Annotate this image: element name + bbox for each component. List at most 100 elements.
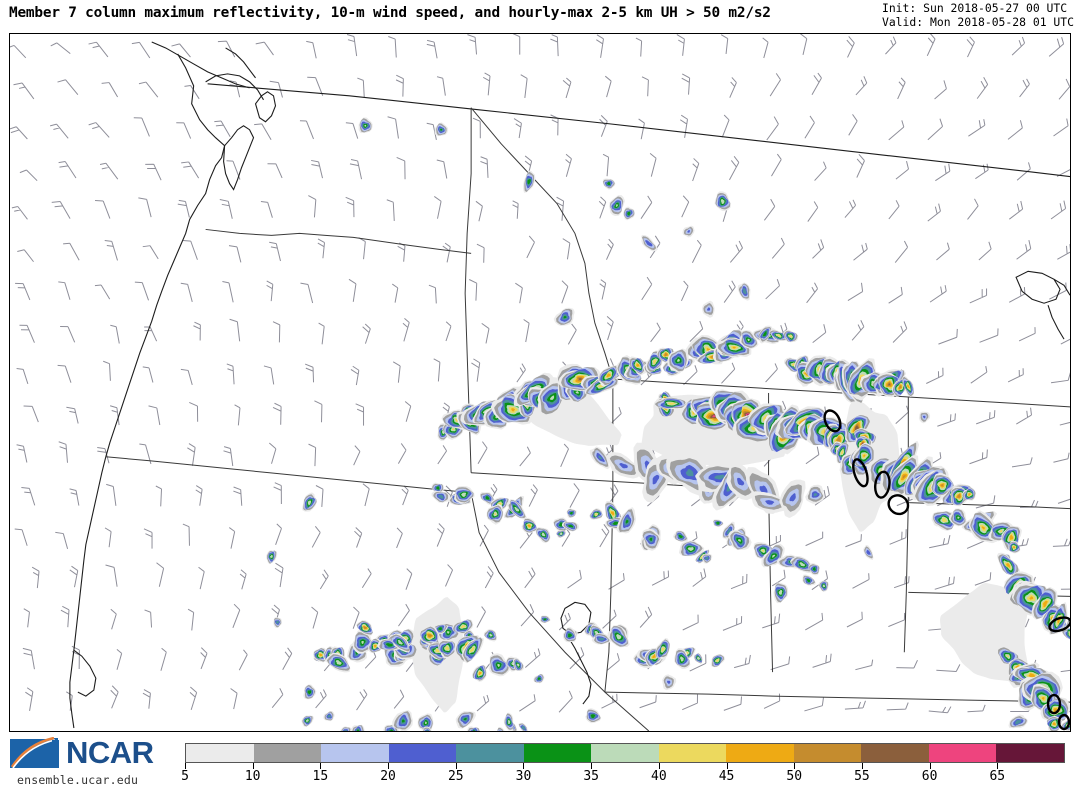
reflectivity-contour [527, 178, 531, 185]
ncar-logo-mark [10, 737, 59, 769]
colorbar-segment [253, 744, 322, 762]
colorbar-axis: 5 10 15 20 25 30 35 40 45 50 55 60 65 [181, 763, 1065, 787]
colorbar-tick-label: 55 [854, 769, 870, 784]
colorbar-segment [456, 744, 524, 762]
ncar-logo[interactable]: NCAR ensemble.ucar.edu [8, 735, 173, 789]
reflectivity-contour [527, 524, 531, 528]
updraft-helicity-contours [823, 409, 1070, 731]
map-panel[interactable]: .r05{fill:#ebebeb}.r10{fill:#a0a0a0}.r15… [9, 33, 1071, 732]
reflectivity-contour [762, 331, 767, 337]
header-bar: Member 7 column maximum reflectivity, 10… [0, 0, 1080, 32]
colorbar-segment [793, 744, 862, 762]
reflectivity-contour [687, 229, 690, 233]
reflectivity-contour [776, 334, 781, 337]
reflectivity-contour [489, 633, 493, 637]
reflectivity-contour [652, 654, 656, 659]
colorbar-segment [321, 744, 389, 762]
reflectivity-contour [445, 646, 450, 650]
reflectivity-contour [568, 633, 572, 638]
reflectivity-contour [361, 640, 364, 644]
reflectivity-contour [697, 656, 701, 660]
reflectivity-contour [543, 618, 547, 621]
reflectivity-contour [652, 474, 660, 485]
reflectivity-contour [707, 307, 711, 311]
colorbar-segments[interactable] [185, 743, 1065, 763]
reflectivity-contour [436, 486, 440, 490]
reflectivity-contour [652, 359, 657, 365]
reflectivity-contour [460, 625, 466, 629]
reflectivity-contour [471, 729, 477, 731]
reflectivity-contour [446, 631, 450, 634]
reflectivity-contour [907, 384, 910, 389]
reflectivity-contour [438, 627, 443, 631]
reflectivity-contour [1028, 673, 1036, 678]
reflectivity-contour [389, 729, 394, 731]
reflectivity-contour [922, 415, 926, 419]
colorbar-tick-label: 25 [447, 769, 464, 784]
reflectivity-contour [612, 521, 620, 525]
reflectivity-contour [307, 500, 312, 506]
reflectivity-contour [619, 463, 628, 469]
reflectivity-contour [813, 493, 818, 497]
colorbar-segment [726, 744, 794, 762]
reflectivity-contour [305, 719, 309, 722]
reflectivity-contour [590, 714, 596, 719]
reflectivity-contour [397, 640, 403, 645]
reflectivity-contour [667, 402, 676, 405]
reflectivity-contour [307, 690, 312, 695]
reflectivity-contour [789, 493, 796, 502]
colorbar-segment [388, 744, 457, 762]
reflectivity-contour [521, 725, 526, 730]
reflectivity-contour [799, 562, 806, 567]
reflectivity-contour [607, 181, 611, 186]
reflectivity-contour [550, 395, 555, 401]
colorbar-tick [523, 763, 525, 769]
colorbar-tick-label: 50 [786, 769, 803, 784]
reflectivity-contour [714, 474, 725, 480]
reflectivity-contour [726, 528, 731, 535]
colorbar-tick [997, 763, 999, 769]
colorbar-tick [794, 763, 796, 769]
reflectivity-contour [941, 484, 944, 487]
reflectivity-contour [514, 506, 520, 512]
colorbar-tick-label: 30 [515, 769, 532, 784]
reflectivity-contour [957, 493, 961, 498]
colorbar-tick-label: 40 [651, 769, 667, 784]
colorbar-tick [861, 763, 863, 769]
footer-bar: NCAR ensemble.ucar.edu 5 10 15 20 25 30 35 40 45… [0, 734, 1080, 792]
reflectivity-contour [981, 526, 985, 530]
reflectivity-contour [610, 511, 615, 516]
reflectivity-contour [363, 626, 367, 629]
colorbar-tick-label: 20 [380, 769, 396, 784]
colorbar-tick [658, 763, 660, 769]
page-title: Member 7 column maximum reflectivity, 10… [9, 5, 771, 21]
reflectivity-contour [440, 128, 443, 131]
map-canvas[interactable]: .r05{fill:#ebebeb}.r10{fill:#a0a0a0}.r15… [10, 34, 1070, 731]
colorbar-tick-label: 15 [312, 769, 329, 784]
reflectivity-contour [863, 454, 866, 458]
reflectivity-contour [335, 660, 342, 665]
reflectivity-contour [516, 663, 520, 667]
colorbar-segment [523, 744, 592, 762]
colorbar-tick-label: 10 [244, 769, 261, 784]
reflectivity-contour [1006, 655, 1010, 658]
colorbar-tick-label: 5 [181, 769, 189, 784]
reflectivity-contour [888, 383, 891, 386]
reflectivity-contour [636, 363, 640, 367]
reflectivity-contour [575, 391, 579, 394]
reflectivity-contour [606, 373, 611, 378]
colorbar-segment [186, 744, 254, 762]
colorbar-tick [929, 763, 931, 769]
reflectivity-contour [598, 637, 605, 641]
colorbar-tick-label: 65 [989, 769, 1006, 784]
colorbar-segment [996, 744, 1064, 762]
reflectivity-contour [425, 729, 429, 731]
reflectivity-contour [424, 721, 428, 725]
reflectivity-contour [461, 492, 467, 497]
reflectivity-contour [541, 532, 546, 537]
reflectivity-contour [737, 539, 741, 542]
reflectivity-contour [737, 477, 745, 486]
reflectivity-colorbar[interactable]: 5 10 15 20 25 30 35 40 45 50 55 60 65 [181, 743, 1065, 787]
forecast-timestamps: Init: Sun 2018-05-27 00 UTC Valid: Mon 20… [882, 1, 1074, 29]
